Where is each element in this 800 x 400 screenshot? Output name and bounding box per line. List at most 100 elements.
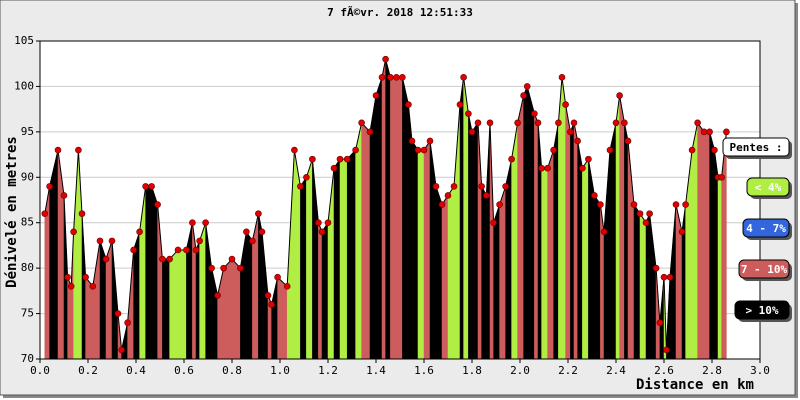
point-marker xyxy=(678,228,686,236)
slope-segment xyxy=(481,186,487,360)
point-marker xyxy=(124,319,131,326)
slope-segment xyxy=(582,158,589,360)
x-tick-label: 0.8 xyxy=(222,364,242,377)
point-marker xyxy=(570,119,578,127)
slope-segment xyxy=(411,140,419,360)
point-marker xyxy=(208,264,215,272)
foreground xyxy=(39,40,761,360)
slope-segment xyxy=(385,59,391,360)
slope-segment xyxy=(447,185,455,360)
point-marker xyxy=(399,74,406,81)
point-marker xyxy=(486,119,494,127)
slope-segment xyxy=(346,149,356,360)
slope-segment xyxy=(423,140,431,360)
point-marker xyxy=(550,146,557,154)
point-marker xyxy=(154,201,161,208)
point-marker xyxy=(343,155,351,163)
point-marker xyxy=(189,219,196,227)
point-marker xyxy=(108,237,116,245)
point-marker xyxy=(432,183,440,190)
slope-segment xyxy=(435,186,443,360)
point-marker xyxy=(82,273,89,281)
slope-segment xyxy=(714,149,719,360)
slope-segment xyxy=(703,131,710,360)
point-marker xyxy=(41,210,49,217)
point-marker xyxy=(378,74,386,81)
slope-segment xyxy=(639,212,647,360)
slope-segment xyxy=(691,122,698,360)
x-tick-label: 2.2 xyxy=(558,364,578,377)
point-marker xyxy=(159,255,166,263)
legend-title-box xyxy=(722,137,790,157)
y-tick-label: 70 xyxy=(21,352,34,365)
slope-segment xyxy=(615,95,620,360)
point-marker xyxy=(682,201,689,208)
point-marker xyxy=(414,146,422,154)
point-marker xyxy=(303,173,310,181)
point-marker xyxy=(174,246,182,254)
point-marker xyxy=(591,192,598,199)
x-tick-label: 2.0 xyxy=(510,364,530,377)
point-marker xyxy=(89,283,97,290)
x-tick-label: 1.2 xyxy=(318,364,338,377)
slope-segment xyxy=(565,104,571,360)
y-tick-label: 95 xyxy=(21,125,34,138)
legend-label: < 4% xyxy=(755,181,782,194)
slope-segment xyxy=(169,249,179,360)
slope-segment xyxy=(633,203,641,360)
point-marker xyxy=(624,137,632,145)
point-marker xyxy=(567,128,574,136)
point-marker xyxy=(102,255,110,263)
point-marker xyxy=(600,228,608,236)
point-marker xyxy=(237,264,244,272)
x-tick-label: 2.6 xyxy=(654,364,674,377)
y-tick-label: 80 xyxy=(21,261,34,274)
point-marker xyxy=(465,110,472,117)
point-marker xyxy=(214,292,221,299)
slope-segment xyxy=(547,149,554,360)
point-marker xyxy=(366,128,374,136)
point-marker xyxy=(718,173,725,181)
slope-segment xyxy=(151,186,158,360)
slope-segment xyxy=(396,77,403,360)
point-marker xyxy=(672,201,680,208)
plot-border xyxy=(39,40,761,360)
slope-segment xyxy=(246,230,253,360)
slope-segment xyxy=(318,222,323,360)
slope-segment xyxy=(570,122,575,360)
x-tick-label: 0.4 xyxy=(126,364,146,377)
point-marker xyxy=(183,246,190,254)
y-axis-label: Dénivelé en metres xyxy=(4,136,20,288)
slope-segment xyxy=(697,121,705,360)
point-marker xyxy=(420,146,428,154)
slope-segment xyxy=(177,249,187,360)
x-tick-label: 3.0 xyxy=(750,364,770,377)
point-marker xyxy=(585,155,592,163)
point-marker xyxy=(544,164,551,172)
point-marker xyxy=(531,110,538,117)
slope-segment xyxy=(709,131,715,360)
point-marker xyxy=(114,310,122,317)
slope-segment xyxy=(459,77,464,360)
point-marker xyxy=(523,83,531,90)
slope-segment xyxy=(339,158,348,360)
point-marker xyxy=(202,219,209,227)
point-marker xyxy=(438,201,446,208)
slope-segment xyxy=(361,122,371,360)
x-tick-label: 0.2 xyxy=(78,364,98,377)
slope-segment xyxy=(624,122,629,360)
slope-segment xyxy=(381,59,386,360)
slope-segment xyxy=(258,213,263,360)
slope-segment xyxy=(471,121,479,360)
legend-label: > 10% xyxy=(745,304,778,317)
y-tick-label: 90 xyxy=(21,170,34,183)
legend-label: 4 - 7% xyxy=(746,222,786,235)
point-marker xyxy=(220,264,227,272)
slope-segment xyxy=(402,77,409,360)
point-marker xyxy=(574,137,581,145)
slope-segment xyxy=(717,177,722,360)
legend-swatch xyxy=(738,259,790,279)
x-tick-label: 1.4 xyxy=(366,364,386,377)
x-tick-label: 1.0 xyxy=(270,364,290,377)
point-marker xyxy=(538,164,545,172)
